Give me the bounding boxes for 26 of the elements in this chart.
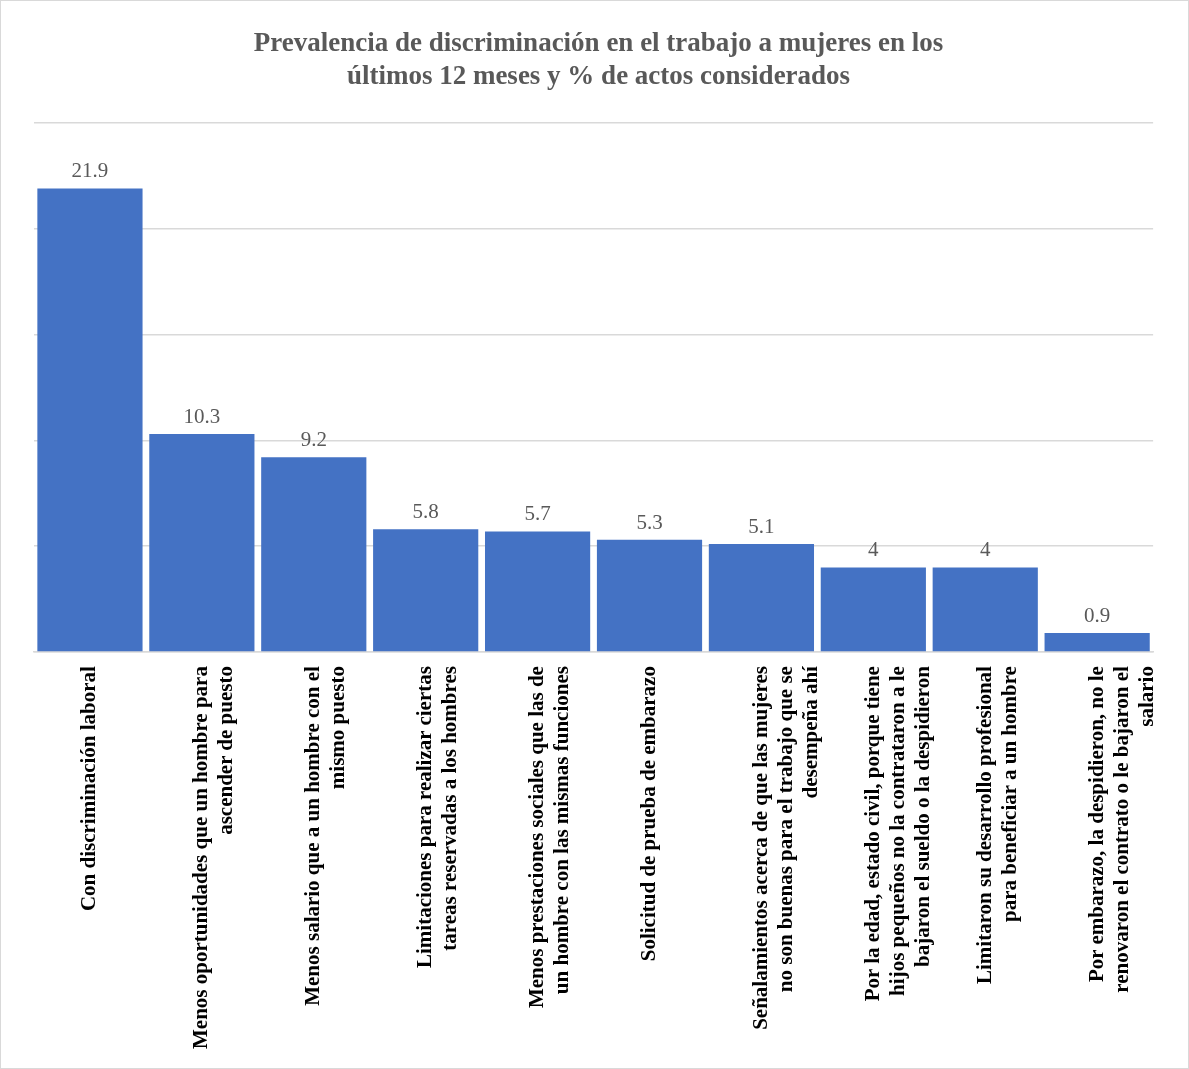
x-tick-label: Por embarazo, la despidieron, no le renovaron el contrato o le bajaron el salario [1083, 665, 1158, 993]
chart-title: Prevalencia de discriminación en el trabajo a mujeres en los últimos 12 meses y % de actos considerados [253, 27, 944, 90]
bar [485, 531, 591, 652]
bar [708, 544, 815, 652]
bar [596, 539, 703, 652]
data-label: 5.3 [636, 509, 663, 534]
bar [820, 567, 926, 652]
x-tick-label: Con discriminación laboral [76, 665, 101, 912]
bar [149, 434, 255, 652]
data-label: 5.7 [524, 501, 551, 526]
data-label: 10.3 [183, 404, 221, 429]
x-tick-label: Solicitud de prueba de embarazo [635, 666, 660, 962]
x-tick-label: Menos oportunidades que un hombre para ascender de puesto [188, 665, 238, 1050]
x-tick-label: Señalamientos acerca de que las mujeres no son buenas para el trabajo que se desempeña ahí [747, 664, 823, 1030]
data-label: 0.9 [1084, 603, 1111, 628]
data-label: 4 [979, 537, 991, 562]
data-label: 5.8 [412, 499, 439, 524]
data-label: 9.2 [300, 427, 327, 452]
data-label: 4 [868, 537, 880, 562]
data-label: 5.1 [748, 514, 775, 539]
bar [373, 529, 479, 652]
bar [37, 188, 143, 652]
data-label: 21.9 [71, 158, 109, 183]
bar [932, 567, 1038, 652]
bar [261, 457, 367, 652]
bar [1044, 633, 1150, 652]
